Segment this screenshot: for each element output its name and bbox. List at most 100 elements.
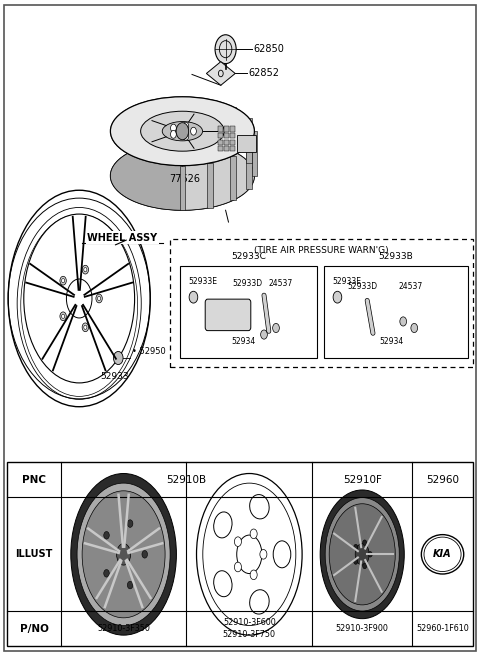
Circle shape bbox=[142, 550, 147, 558]
Text: 52960: 52960 bbox=[426, 475, 459, 485]
Ellipse shape bbox=[77, 483, 170, 626]
Text: 24537: 24537 bbox=[269, 279, 293, 288]
Ellipse shape bbox=[237, 535, 262, 573]
Text: 62852: 62852 bbox=[249, 68, 280, 79]
Bar bbox=[224, 127, 229, 132]
Polygon shape bbox=[110, 96, 182, 210]
Text: 52934: 52934 bbox=[379, 337, 403, 346]
Polygon shape bbox=[180, 165, 185, 210]
Bar bbox=[230, 146, 235, 152]
Circle shape bbox=[97, 297, 101, 300]
Ellipse shape bbox=[82, 491, 165, 618]
Circle shape bbox=[234, 537, 241, 546]
Circle shape bbox=[176, 123, 189, 140]
Circle shape bbox=[84, 325, 87, 329]
Ellipse shape bbox=[325, 498, 399, 611]
Circle shape bbox=[82, 265, 88, 274]
Ellipse shape bbox=[117, 544, 131, 565]
Bar bbox=[218, 140, 223, 145]
Ellipse shape bbox=[329, 504, 395, 605]
Ellipse shape bbox=[110, 141, 254, 211]
Ellipse shape bbox=[196, 474, 302, 635]
Circle shape bbox=[250, 529, 257, 539]
Text: 24537: 24537 bbox=[398, 282, 423, 291]
Text: 52933: 52933 bbox=[100, 373, 129, 381]
Text: 52960-1F610: 52960-1F610 bbox=[416, 625, 469, 633]
Circle shape bbox=[104, 569, 109, 577]
Text: KIA: KIA bbox=[433, 549, 452, 560]
Circle shape bbox=[60, 312, 66, 321]
Circle shape bbox=[104, 531, 109, 539]
Bar bbox=[180, 266, 317, 358]
Bar bbox=[230, 140, 235, 145]
Circle shape bbox=[82, 323, 88, 332]
Circle shape bbox=[234, 562, 241, 572]
Circle shape bbox=[354, 544, 358, 550]
Bar bbox=[170, 239, 473, 367]
Bar bbox=[224, 133, 229, 138]
Circle shape bbox=[96, 294, 102, 303]
Circle shape bbox=[61, 279, 65, 283]
Bar bbox=[230, 133, 235, 138]
Bar bbox=[224, 146, 229, 152]
Text: 52933C: 52933C bbox=[231, 252, 266, 261]
Ellipse shape bbox=[162, 121, 203, 141]
Circle shape bbox=[363, 540, 367, 545]
Circle shape bbox=[363, 564, 367, 569]
Text: 52910-3F350: 52910-3F350 bbox=[97, 625, 150, 633]
Circle shape bbox=[191, 127, 196, 135]
Circle shape bbox=[183, 133, 189, 140]
Text: 52933D: 52933D bbox=[233, 279, 263, 288]
Text: 52910B: 52910B bbox=[167, 475, 206, 485]
Text: 77626: 77626 bbox=[169, 174, 200, 184]
Ellipse shape bbox=[24, 214, 134, 383]
Bar bbox=[218, 146, 223, 152]
Text: 52910F: 52910F bbox=[343, 475, 382, 485]
Circle shape bbox=[354, 559, 358, 564]
Circle shape bbox=[215, 35, 236, 64]
Bar bbox=[224, 140, 229, 145]
Circle shape bbox=[170, 131, 176, 138]
Text: 52933E: 52933E bbox=[333, 277, 361, 287]
Circle shape bbox=[84, 268, 87, 272]
Text: 52910-3F600
52910-3F750: 52910-3F600 52910-3F750 bbox=[223, 619, 276, 639]
Circle shape bbox=[261, 330, 267, 339]
Circle shape bbox=[60, 276, 66, 285]
Circle shape bbox=[333, 291, 342, 303]
Circle shape bbox=[273, 323, 279, 333]
Text: (TIRE AIR PRESSURE WARN'G): (TIRE AIR PRESSURE WARN'G) bbox=[254, 246, 389, 255]
Polygon shape bbox=[182, 96, 254, 210]
Ellipse shape bbox=[110, 96, 254, 165]
Polygon shape bbox=[207, 163, 213, 208]
Text: 52933E: 52933E bbox=[189, 277, 217, 287]
Bar bbox=[7, 462, 473, 646]
Polygon shape bbox=[230, 107, 236, 152]
Text: P/NO: P/NO bbox=[20, 624, 48, 634]
Ellipse shape bbox=[355, 544, 369, 565]
Bar bbox=[324, 266, 468, 358]
Circle shape bbox=[368, 552, 372, 557]
Circle shape bbox=[183, 122, 189, 130]
Text: • 52950: • 52950 bbox=[132, 347, 166, 356]
Bar bbox=[237, 135, 256, 152]
Text: 52933B: 52933B bbox=[379, 252, 413, 261]
Text: 52934: 52934 bbox=[231, 337, 256, 346]
Ellipse shape bbox=[141, 112, 224, 151]
Text: 52910-3F900: 52910-3F900 bbox=[336, 625, 389, 633]
Circle shape bbox=[260, 550, 267, 559]
Circle shape bbox=[127, 520, 133, 527]
Polygon shape bbox=[230, 155, 236, 200]
Circle shape bbox=[170, 124, 176, 132]
Ellipse shape bbox=[66, 279, 92, 318]
Circle shape bbox=[127, 581, 133, 589]
Polygon shape bbox=[206, 62, 235, 85]
Polygon shape bbox=[252, 131, 257, 176]
Polygon shape bbox=[246, 144, 252, 189]
Text: PNC: PNC bbox=[22, 475, 46, 485]
Circle shape bbox=[400, 317, 407, 326]
Ellipse shape bbox=[320, 490, 404, 619]
Circle shape bbox=[189, 291, 198, 303]
Bar bbox=[230, 127, 235, 132]
Polygon shape bbox=[246, 118, 252, 163]
Bar bbox=[218, 127, 223, 132]
